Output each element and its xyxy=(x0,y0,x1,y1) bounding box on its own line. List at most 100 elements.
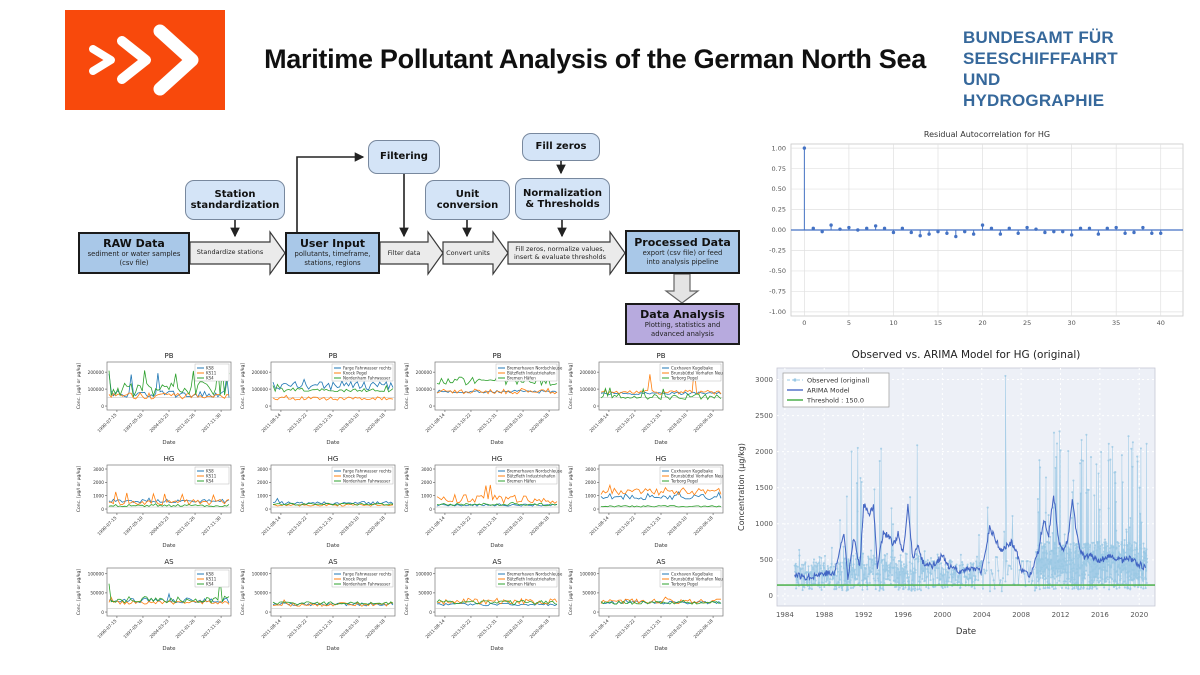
subplot-xtick: 2020-06-18 xyxy=(529,618,551,640)
acf-chart-panel: 1.00 0.75 0.50 0.25 0.00 -0.25 -0.50 -0.75 -1.00… xyxy=(745,128,1197,342)
subplot-legend-label: Bremen Häfen xyxy=(507,376,536,381)
subplot-AS-col4: 0 50000 100000 2011-08-14 2013-10-22 2015-12-… xyxy=(565,556,729,659)
subplot-ytick: 0 xyxy=(101,404,104,410)
subplot-legend-label: Knock Pegel xyxy=(343,577,367,582)
subplot-svg: 0 1000 2000 3000 2011-08-14 2013-10-22 2015-12… xyxy=(568,455,724,549)
subplot-ytick: 1000 xyxy=(93,493,104,499)
subplot-ytick: 1000 xyxy=(421,493,432,499)
subplot-ylabel: Conc. [µg/l or µg/kg] xyxy=(404,466,410,512)
subplot-xlabel: Date xyxy=(162,543,176,549)
callout-filtering: Filtering xyxy=(368,140,440,174)
arrow-label-fill: Fill zeros, normalize values, insert & e… xyxy=(513,245,607,262)
subplot-ylabel: Conc. [µg/l or µg/kg] xyxy=(568,363,574,409)
subplot-svg: 0 1000 2000 3000 1990-07-15 1997-05-10 2004-03… xyxy=(76,455,232,549)
subplot-legend-label: Nordenham Fahrwasser xyxy=(343,479,391,484)
agency-line: UND xyxy=(963,70,1001,89)
subplot-series xyxy=(600,483,722,496)
subplot-legend-label: Brunsbüttel Vorhafen Neu xyxy=(671,474,723,479)
subplot-ytick: 0 xyxy=(429,404,432,410)
callout-fill-zeros: Fill zeros xyxy=(522,133,600,161)
subplot-xlabel: Date xyxy=(326,440,340,446)
subplot-xtick: 2011-01-26 xyxy=(175,618,197,640)
subplot-xtick: 2018-03-10 xyxy=(339,515,361,537)
subplot-ytick: 100000 xyxy=(580,387,597,393)
subplot-series xyxy=(272,502,394,506)
subplot-legend-label: Cuxhaven Kugelbake xyxy=(671,469,714,474)
subplot-ytick: 1000 xyxy=(585,493,596,499)
arima-xtick: 2004 xyxy=(973,611,991,619)
subplot-ytick: 100000 xyxy=(88,572,105,578)
subplot-ytick: 2000 xyxy=(421,480,432,486)
subplot-xtick: 2004-03-23 xyxy=(149,515,171,537)
subplot-title: PB xyxy=(164,352,173,360)
subplot-legend-label: KS11 xyxy=(206,577,217,582)
subplot-xtick: 2020-06-18 xyxy=(693,515,715,537)
subplot-xtick: 1997-05-10 xyxy=(122,618,144,640)
subplot-title: AS xyxy=(492,558,502,566)
subplot-ytick: 3000 xyxy=(93,467,104,473)
subplot-xtick: 1990-07-15 xyxy=(96,618,118,640)
acf-ytick: 0.50 xyxy=(772,185,786,193)
arrow-label-filter: Filter data xyxy=(387,249,421,257)
subplot-xtick: 2017-11-30 xyxy=(201,618,223,640)
subplot-legend-label: Bremerhaven Nordschleuse xyxy=(507,469,563,474)
arrow-label-standardize: Standardize stations xyxy=(196,248,264,256)
subplot-series xyxy=(600,490,722,501)
subplot-ylabel: Conc. [µg/l or µg/kg] xyxy=(76,569,82,615)
subplot-xtick: 2015-12-31 xyxy=(477,412,499,434)
subplot-series xyxy=(272,394,394,401)
subplot-ylabel: Conc. [µg/l or µg/kg] xyxy=(568,569,574,615)
subplot-xtick: 2018-03-10 xyxy=(667,618,689,640)
subplot-xtick: 2011-01-26 xyxy=(175,412,197,434)
subplot-legend-label: KS8 xyxy=(206,572,214,577)
subplot-xtick: 2004-03-23 xyxy=(149,618,171,640)
subplot-AS-col2: 0 50000 100000 2011-08-14 2013-10-22 2015-12-… xyxy=(237,556,401,659)
arima-legend-label: ARIMA Model xyxy=(807,386,850,394)
agency-line: SEESCHIFFFAHRT xyxy=(963,49,1118,68)
acf-ytick: 0.25 xyxy=(772,206,786,214)
subplot-legend-label: Bützfleth Industriehafen xyxy=(507,474,556,479)
subplot-series xyxy=(436,484,558,505)
flow-box-processed-data: Processed Data export (csv file) or feed… xyxy=(625,230,740,274)
subplot-ylabel: Conc. [µg/l or µg/kg] xyxy=(240,466,246,512)
subplot-PB-col3: 0 100000 200000 2011-08-14 2013-10-22 2015-12… xyxy=(401,350,565,453)
subplot-title: HG xyxy=(492,455,503,463)
subplot-legend-label: Brunsbüttel Vorhafen Neu xyxy=(671,577,723,582)
subplot-xtick: 2013-10-22 xyxy=(286,412,308,434)
subplot-xtick: 2013-10-22 xyxy=(614,618,636,640)
subplot-legend-label: Bützfleth Industriehafen xyxy=(507,577,556,582)
subplot-xtick: 2011-08-14 xyxy=(588,618,610,640)
subplot-legend-label: Farge Fahrwasser rechts xyxy=(343,572,391,577)
subplot-ytick: 50000 xyxy=(254,591,268,597)
subplot-series xyxy=(108,367,230,398)
agency-line: BUNDESAMT FÜR xyxy=(963,28,1114,47)
subplot-ytick: 0 xyxy=(429,507,432,513)
subplot-series xyxy=(600,387,722,401)
subplot-xtick: 2013-10-22 xyxy=(450,412,472,434)
arima-ytick: 2500 xyxy=(755,412,773,420)
arima-xtick: 1988 xyxy=(815,611,833,619)
connector-userinput-to-filtering xyxy=(296,152,365,232)
subplot-legend-label: KS4 xyxy=(206,582,214,587)
subplot-xlabel: Date xyxy=(654,543,668,549)
arima-ytick: 3000 xyxy=(755,376,773,384)
subplot-ytick: 0 xyxy=(265,404,268,410)
arima-xtick: 1996 xyxy=(894,611,912,619)
arima-title: Observed vs. ARIMA Model for HG (origina… xyxy=(852,349,1081,361)
subplot-xtick: 2015-12-31 xyxy=(313,618,335,640)
subplot-PB-col2: 0 100000 200000 2011-08-14 2013-10-22 2015-12… xyxy=(237,350,401,453)
subplot-legend-label: KS11 xyxy=(206,474,217,479)
subplot-xtick: 2015-12-31 xyxy=(477,515,499,537)
subplot-svg: 0 100000 200000 2011-08-14 2013-10-22 2015-12… xyxy=(240,352,396,446)
subplot-xtick: 2020-06-18 xyxy=(693,618,715,640)
subplot-xtick: 2011-08-14 xyxy=(260,412,282,434)
subplot-svg: 0 1000 2000 3000 2011-08-14 2013-10-22 2015-12… xyxy=(240,455,396,549)
subplot-ytick: 0 xyxy=(429,610,432,616)
arima-ytick: 500 xyxy=(760,556,773,564)
subplot-legend-label: Nordenham Fahrwasser xyxy=(343,582,391,587)
acf-xtick: 20 xyxy=(978,319,986,327)
subplot-xtick: 2013-10-22 xyxy=(614,515,636,537)
flow-box-subtitle: pollutants, timeframe, stations, regions xyxy=(294,250,371,268)
subplot-series xyxy=(108,497,230,504)
